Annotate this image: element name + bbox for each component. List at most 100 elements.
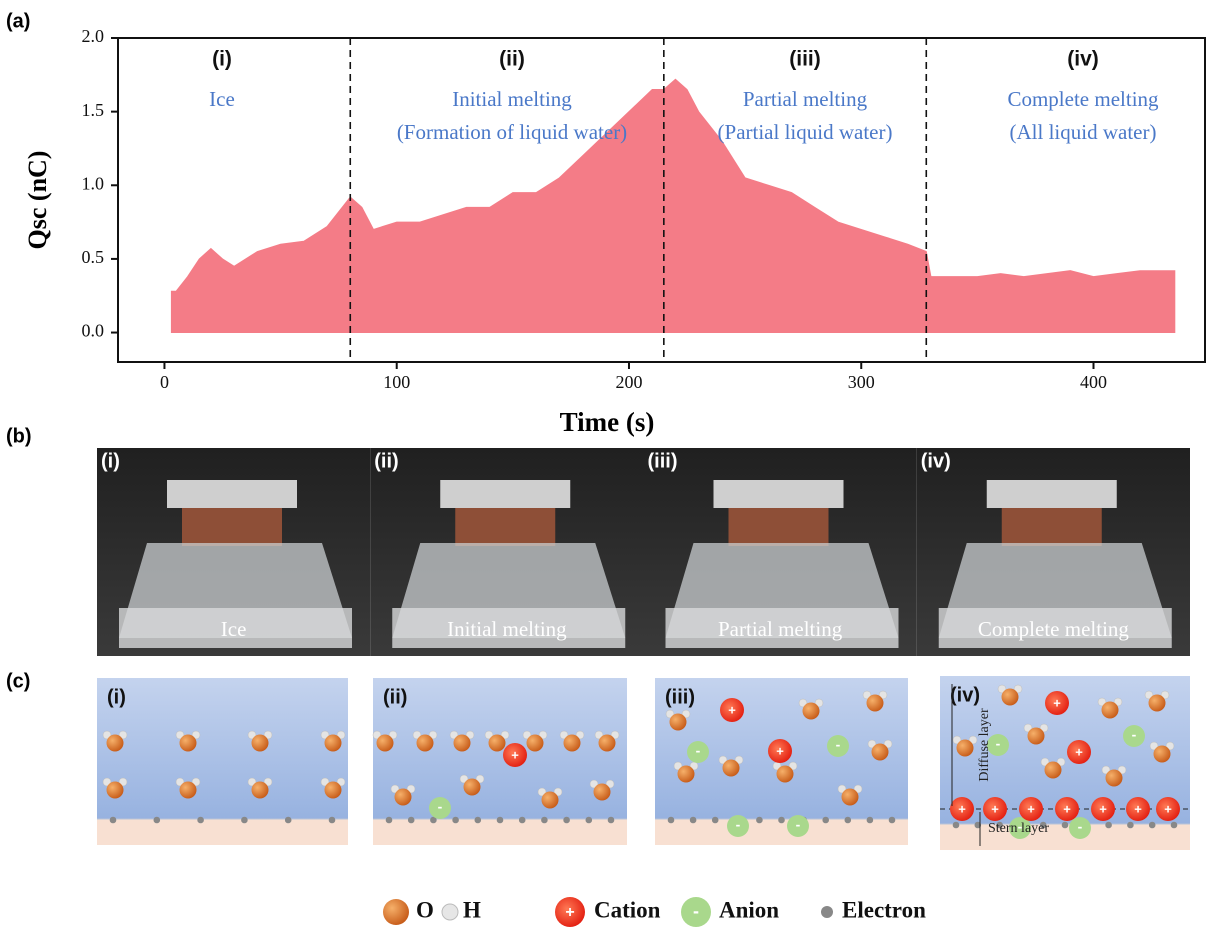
y-axis-title: Qsc (nC): [23, 151, 52, 250]
electron: [475, 817, 482, 824]
device-top: [987, 480, 1117, 508]
electron: [1105, 822, 1112, 829]
electron: [386, 817, 393, 824]
oxygen: [1028, 728, 1045, 745]
cation-sign: +: [1075, 744, 1083, 759]
anion-sign: -: [736, 817, 741, 833]
region-numeral: (iii): [789, 48, 821, 71]
electrode: [729, 508, 829, 546]
oxygen: [417, 735, 434, 752]
legend-hydrogen: [442, 904, 458, 920]
y-tick-label: 1.5: [82, 100, 105, 120]
electron: [867, 817, 874, 824]
electron: [889, 817, 896, 824]
oxygen: [180, 782, 197, 799]
electrode: [1002, 508, 1102, 546]
electron: [329, 817, 336, 824]
region-label: Initial melting: [452, 87, 572, 111]
x-tick-label: 300: [848, 372, 875, 392]
oxygen: [107, 735, 124, 752]
electron: [519, 817, 526, 824]
oxygen: [527, 735, 544, 752]
oxygen: [1002, 689, 1019, 706]
electron: [563, 817, 570, 824]
photo-numeral: (iii): [648, 450, 678, 472]
diagram-numeral: (i): [107, 686, 126, 708]
diagram-numeral: (iv): [950, 684, 980, 706]
electron: [712, 817, 719, 824]
panel-label: (a): [6, 10, 30, 32]
anion-sign: -: [438, 799, 443, 815]
device-top: [440, 480, 570, 508]
oxygen: [325, 735, 342, 752]
region-label: Complete melting: [1007, 87, 1159, 111]
region-label: (All liquid water): [1010, 120, 1157, 144]
electron: [408, 817, 415, 824]
electron: [241, 817, 248, 824]
oxygen: [377, 735, 394, 752]
electrode-region: [97, 819, 348, 845]
photo-numeral: (iv): [921, 450, 951, 472]
legend-electron: [821, 906, 833, 918]
anion-sign: -: [996, 736, 1001, 752]
oxygen: [1154, 746, 1171, 763]
electron: [586, 817, 593, 824]
oxygen: [395, 789, 412, 806]
electron: [1127, 822, 1134, 829]
oxygen: [867, 695, 884, 712]
electron: [822, 817, 829, 824]
device-top: [714, 480, 844, 508]
oxygen: [842, 789, 859, 806]
panel-label: (b): [6, 425, 32, 447]
electrode: [455, 508, 555, 546]
electron: [1149, 822, 1156, 829]
oxygen: [803, 703, 820, 720]
oxygen: [777, 766, 794, 783]
oxygen: [464, 779, 481, 796]
anion-sign: -: [1078, 819, 1083, 835]
legend-label: H: [463, 897, 481, 922]
oxygen: [670, 714, 687, 731]
oxygen: [252, 782, 269, 799]
electron: [778, 817, 785, 824]
oxygen: [542, 792, 559, 809]
electron: [668, 817, 675, 824]
oxygen: [252, 735, 269, 752]
region-label: (Formation of liquid water): [397, 120, 627, 144]
legend-label: Anion: [719, 897, 779, 922]
oxygen: [454, 735, 471, 752]
legend-label: Cation: [594, 897, 661, 922]
oxygen: [325, 782, 342, 799]
oxygen: [1149, 695, 1166, 712]
x-tick-label: 100: [383, 372, 410, 392]
electron: [1171, 822, 1178, 829]
electron: [690, 817, 697, 824]
oxygen: [872, 744, 889, 761]
electron: [953, 822, 960, 829]
anion-sign: -: [1132, 727, 1137, 743]
photo-caption: Initial melting: [447, 617, 567, 641]
legend-label: O: [416, 897, 434, 922]
oxygen: [723, 760, 740, 777]
region-label: (Partial liquid water): [718, 120, 893, 144]
electron: [541, 817, 548, 824]
signal-area: [171, 79, 1174, 332]
electron: [285, 817, 292, 824]
cation-sign: +: [511, 747, 519, 762]
diagram-numeral: (ii): [383, 686, 407, 708]
cation-sign: +: [991, 801, 999, 816]
electron: [110, 817, 117, 824]
cation-sign: +: [1027, 801, 1035, 816]
anion-sign: -: [836, 737, 841, 753]
electron: [497, 817, 504, 824]
anion-sign: -: [696, 743, 701, 759]
x-tick-label: 400: [1080, 372, 1107, 392]
device-top: [167, 480, 297, 508]
electron: [608, 817, 615, 824]
photo-caption: Complete melting: [978, 617, 1130, 641]
cation-sign: +: [1063, 801, 1071, 816]
electrode: [182, 508, 282, 546]
electron: [154, 817, 161, 824]
cation-sign: +: [728, 702, 736, 717]
electron: [1062, 822, 1069, 829]
